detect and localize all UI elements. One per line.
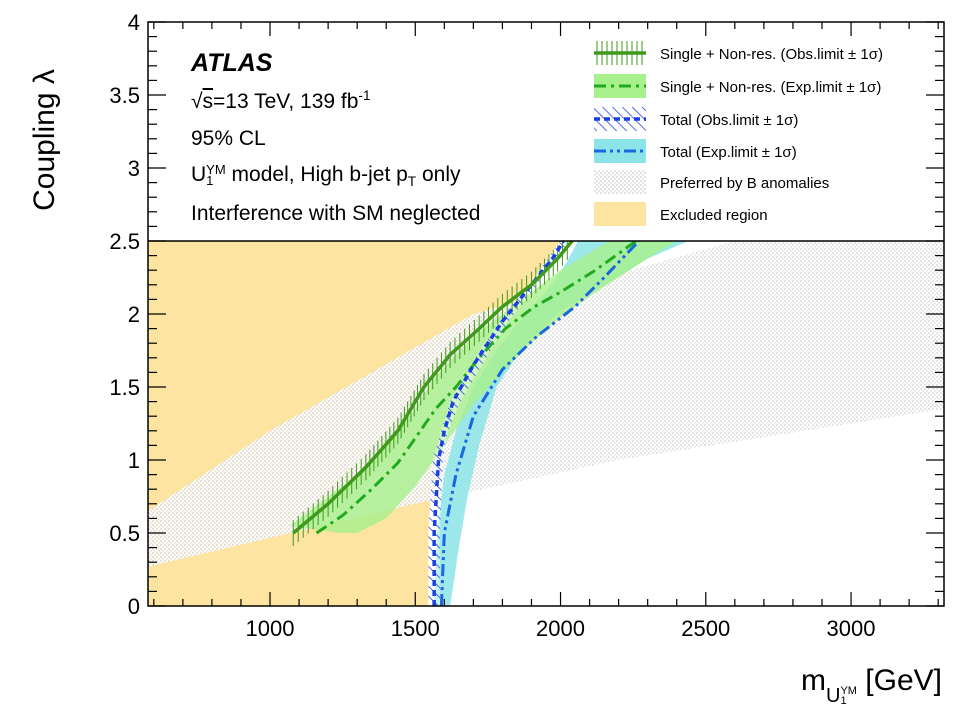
legend-entry-exp_total: Total (Exp.limit ± 1σ)	[594, 139, 797, 163]
legend-label: Single + Non-res. (Obs.limit ± 1σ)	[660, 46, 883, 63]
y-tick-label: 0.5	[109, 521, 140, 546]
model-sup: YM	[206, 162, 226, 178]
energy-text: =13 TeV, 139 fb	[213, 90, 359, 113]
y-tick-label: 2	[128, 302, 140, 327]
x-axis-unit: [GeV]	[856, 664, 942, 697]
y-tick-label: 1	[128, 448, 140, 473]
legend-entry-obs_total: Total (Obs.limit ± 1σ)	[594, 107, 798, 131]
model-tail: only	[416, 163, 461, 186]
legend-label: Total (Exp.limit ± 1σ)	[660, 144, 797, 161]
legend-swatch	[594, 170, 646, 194]
experiment-label: ATLAS	[191, 49, 273, 77]
cl-label: 95% CL	[191, 127, 266, 150]
legend-label: Total (Obs.limit ± 1σ)	[660, 112, 798, 129]
lumi-exponent: -1	[358, 88, 371, 103]
x-tick-label: 2000	[536, 616, 585, 641]
single-exp-band	[290, 241, 677, 533]
single-obs-line	[292, 239, 574, 535]
x-tick-label: 3000	[827, 616, 876, 641]
legend-entry-obs_single: Single + Non-res. (Obs.limit ± 1σ)	[594, 41, 883, 65]
y-tick-label: 2.5	[109, 229, 140, 254]
total-exp-line	[439, 239, 641, 606]
total-exp-band	[434, 241, 689, 606]
legend-entry-excluded: Excluded region	[594, 202, 768, 226]
x-tick-label: 2500	[681, 616, 730, 641]
y-tick-label: 4	[128, 10, 140, 35]
energy-lumi-label: √s=13 TeV, 139 fb-1	[191, 88, 371, 114]
sqrt-symbol: √	[191, 90, 203, 113]
x-axis-title: mU YM 1 [GeV]	[801, 664, 942, 707]
model-text: model, High b-jet p	[225, 163, 408, 186]
legend-entry-preferred: Preferred by B anomalies	[594, 170, 829, 194]
legend-label: Excluded region	[660, 207, 768, 224]
legend-label: Preferred by B anomalies	[660, 175, 829, 192]
legend-swatch	[594, 202, 646, 226]
single-exp-line	[315, 239, 637, 535]
x-axis-u: U	[826, 685, 841, 707]
y-tick-label: 3.5	[109, 83, 140, 108]
energy-s: s	[202, 90, 214, 113]
x-axis-m: m	[801, 664, 826, 697]
y-tick-label: 3	[128, 156, 140, 181]
x-axis-ym: YM	[840, 684, 857, 697]
model-sub: 1	[206, 173, 214, 189]
legend-label: Single + Non-res. (Exp.limit ± 1σ)	[660, 79, 881, 96]
y-tick-label: 0	[128, 594, 140, 619]
legend-entry-exp_single: Single + Non-res. (Exp.limit ± 1σ)	[594, 74, 881, 98]
model-label: U YM 1 model, High b-jet pT only	[191, 163, 461, 189]
model-pt-sub: T	[407, 174, 417, 190]
model-u: U	[191, 163, 207, 186]
x-tick-label: 1000	[246, 616, 295, 641]
x-tick-label: 1500	[391, 616, 440, 641]
y-tick-label: 1.5	[109, 375, 140, 400]
interference-label: Interference with SM neglected	[191, 202, 481, 225]
y-axis-title: Coupling λ	[28, 69, 61, 211]
legend-area-mask	[148, 22, 944, 241]
x-axis-one: 1	[840, 694, 847, 707]
